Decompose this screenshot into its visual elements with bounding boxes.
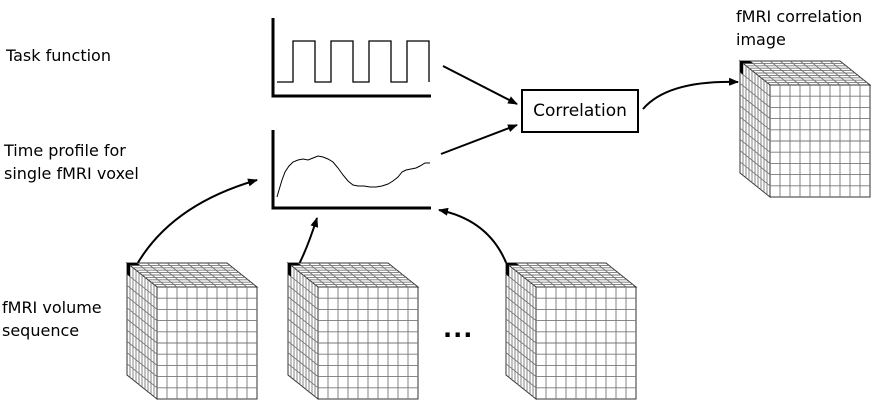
voxel-marker (506, 263, 519, 277)
correlation-to-image-arrow (642, 77, 739, 110)
volume-cube-2 (286, 261, 420, 401)
volume3-to-profile-arrow (438, 207, 513, 282)
task-function-plot (271, 18, 431, 98)
voxel-marker (288, 263, 301, 277)
volume-cube-3 (504, 261, 638, 401)
correlation-image-label-line2: image (736, 30, 786, 49)
task-function-label: Task function (6, 46, 111, 65)
time-profile-label-line1: Time profile for (4, 141, 126, 160)
time-profile-label-line2: single fMRI voxel (4, 164, 139, 183)
cube-grid-lines (505, 262, 636, 399)
task-to-correlation-arrow (442, 65, 518, 105)
volume-cube-1 (125, 261, 259, 401)
task-function-axes (271, 18, 431, 98)
correlation-box-label: Correlation (533, 101, 627, 121)
cube-grid-lines (739, 60, 870, 197)
time-profile-plot (271, 130, 431, 210)
sequence-ellipsis: ... (443, 315, 474, 343)
time-profile-curve (276, 155, 430, 198)
voxel-marker (740, 61, 753, 75)
correlation-image-cube (738, 59, 872, 199)
volume-sequence-label-line1: fMRI volume (2, 298, 102, 317)
task-function-square-wave (277, 40, 430, 83)
correlation-image-label-line1: fMRI correlation (736, 7, 863, 26)
cube-grid-lines (287, 262, 418, 399)
volume-sequence-label-line2: sequence (2, 321, 80, 340)
voxel-marker (127, 263, 140, 277)
cube-grid-lines (126, 262, 257, 399)
time-profile-axes (271, 130, 431, 210)
correlation-box: Correlation (521, 89, 639, 133)
profile-to-correlation-arrow (440, 124, 518, 155)
